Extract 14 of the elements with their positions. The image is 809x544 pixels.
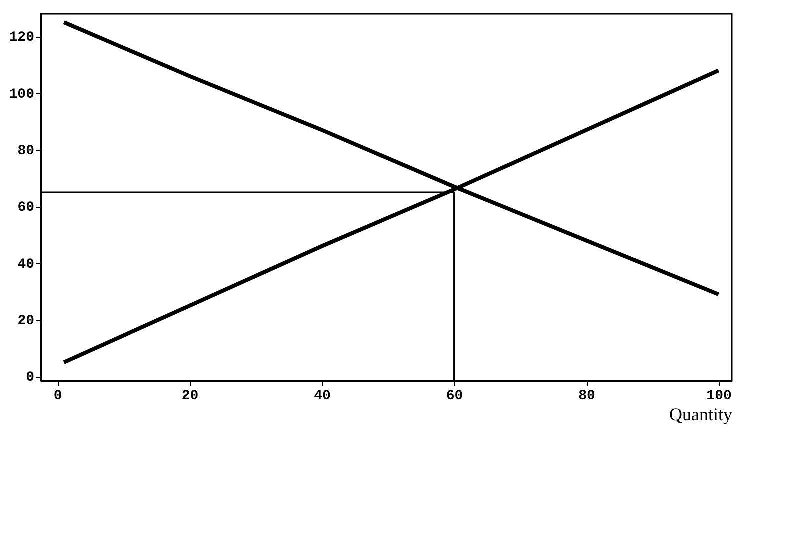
x-tick-label: 40 [314,388,331,404]
x-tick-label: 100 [706,388,732,404]
y-tick-label: 120 [9,30,34,46]
y-tick-label: 40 [18,256,34,273]
x-tick-label: 60 [446,388,464,404]
y-tick-label: 100 [9,86,34,103]
y-tick-label: 80 [18,144,34,160]
x-tick-label: 80 [578,388,596,404]
y-tick-label: 0 [26,370,34,386]
x-tick-label: 20 [182,388,199,404]
x-axis-title: Quantity [670,404,732,424]
y-tick-label: 60 [18,200,34,216]
x-tick-label: 0 [54,388,62,404]
y-tick-label: 20 [18,314,34,330]
